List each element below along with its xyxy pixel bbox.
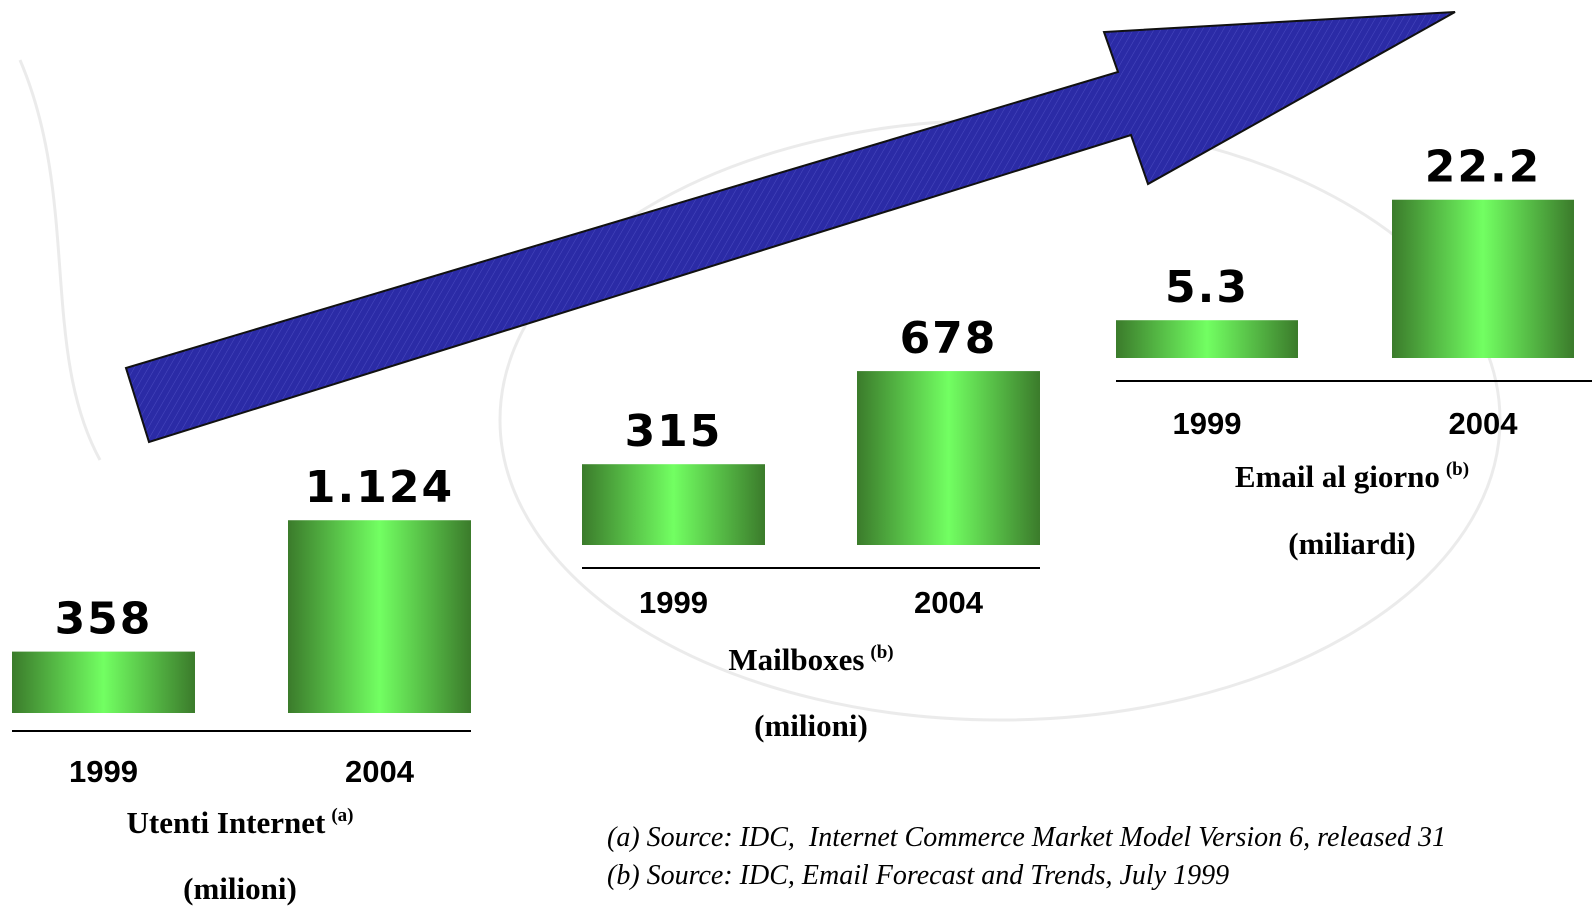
value-label: 1.124 [305, 462, 454, 513]
bar [857, 371, 1040, 545]
chart-title: Email al giorno (b) [1235, 459, 1469, 494]
footnote: (b) Source: IDC, Email Forecast and Tren… [607, 860, 1229, 891]
value-label: 5.3 [1165, 262, 1249, 313]
chart-subtitle: (milioni) [183, 871, 297, 906]
x-tick-label: 2004 [914, 585, 984, 620]
bar-chart: 315 1999 678 2004 Mailboxes (b) (milioni) [582, 313, 1040, 743]
bar-chart: 5.3 1999 22.2 2004 Email al giorno (b) (miliar… [1116, 142, 1592, 561]
x-tick-label: 1999 [639, 585, 708, 620]
chart-subtitle: (milioni) [754, 708, 868, 743]
charts: 358 1999 1.124 2004 Utenti Internet (a) (milio… [12, 142, 1592, 906]
growth-arrow [124, 11, 1456, 444]
x-tick-label: 1999 [1173, 406, 1242, 441]
title-note: (b) [870, 642, 893, 663]
bar-chart: 358 1999 1.124 2004 Utenti Internet (a) (milio… [12, 462, 471, 906]
title-note: (a) [331, 805, 353, 826]
value-label: 358 [55, 594, 153, 645]
chart-title: Mailboxes (b) [728, 642, 893, 677]
value-label: 22.2 [1425, 142, 1542, 193]
bar [582, 464, 765, 545]
x-tick-label: 2004 [345, 754, 415, 789]
chart-title: Utenti Internet (a) [126, 805, 353, 840]
chart-subtitle: (miliardi) [1288, 526, 1415, 561]
bar [288, 520, 471, 713]
bar [12, 651, 195, 713]
value-label: 315 [625, 406, 723, 457]
x-tick-label: 2004 [1449, 406, 1519, 441]
title-text: Email al giorno [1235, 459, 1440, 494]
title-text: Mailboxes [728, 642, 864, 677]
title-text: Utenti Internet [126, 805, 326, 840]
bar [1116, 320, 1298, 358]
x-tick-label: 1999 [69, 754, 138, 789]
footnote: (a) Source: IDC, Internet Commerce Marke… [607, 822, 1446, 853]
value-label: 678 [900, 313, 998, 364]
title-note: (b) [1446, 459, 1469, 480]
bar [1392, 199, 1574, 358]
